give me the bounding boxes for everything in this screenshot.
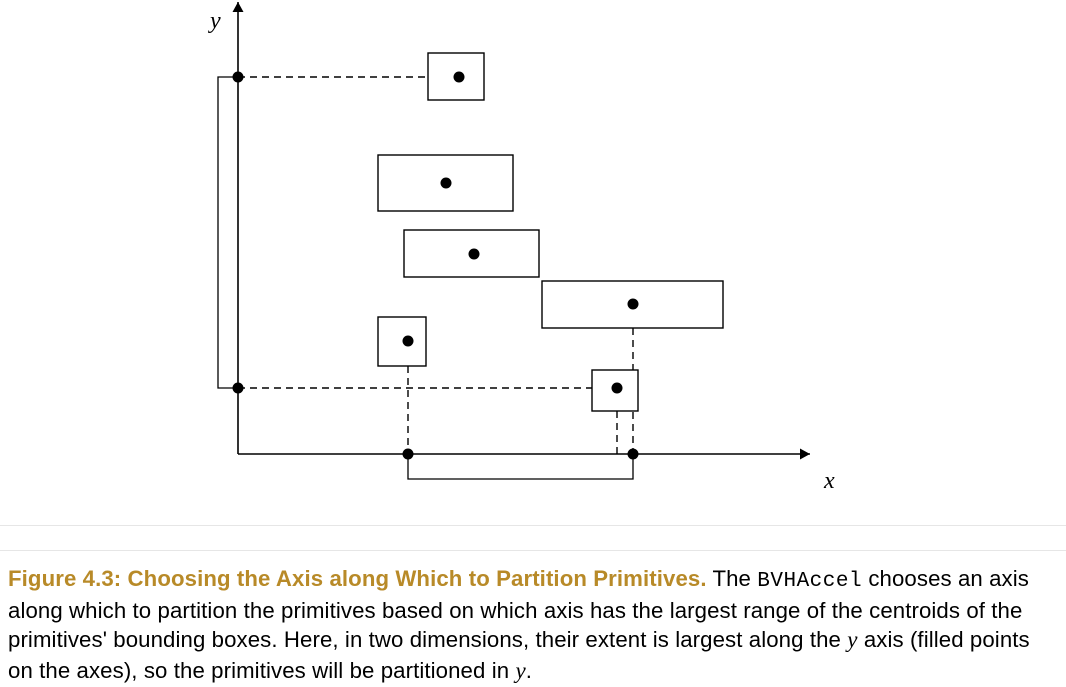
figure-diagram: y x (0, 0, 1066, 525)
caption-var-2: y (515, 658, 525, 683)
caption-body-1: The (707, 566, 758, 591)
y-axis-label: y (210, 8, 221, 35)
caption-var-1: y (847, 627, 857, 652)
caption-title: Figure 4.3: Choosing the Axis along Whic… (8, 566, 707, 591)
caption-body-4: . (526, 658, 532, 683)
diagram-svg (0, 0, 1066, 525)
divider-top (0, 525, 1066, 526)
figure-caption: Figure 4.3: Choosing the Axis along Whic… (8, 564, 1058, 687)
caption-code: BVHAccel (757, 570, 862, 593)
divider-bottom (0, 550, 1066, 551)
x-axis-label: x (824, 468, 835, 495)
